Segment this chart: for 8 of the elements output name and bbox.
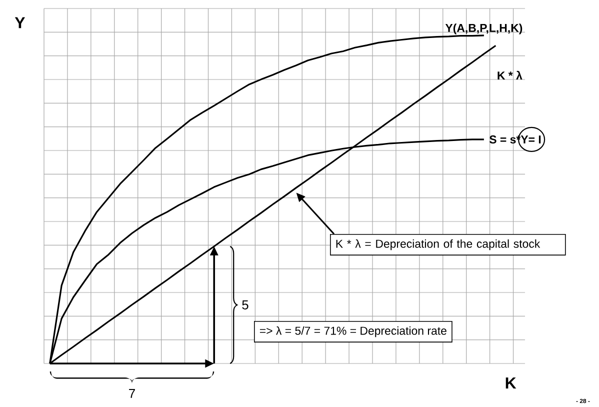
series-label: Y(A,B,P,L,H,K) (445, 24, 522, 34)
annotation: K * λ = Depreciation of the capital stock (336, 239, 540, 250)
x-axis-title: K (506, 378, 516, 389)
series-label: K * λ (498, 70, 522, 80)
y-axis-title: Y (14, 17, 26, 28)
text: 7 (129, 389, 135, 398)
annotation: 5 (242, 300, 248, 310)
annotation: => λ = 5/7 = 71% = Depreciation rate (260, 326, 446, 338)
